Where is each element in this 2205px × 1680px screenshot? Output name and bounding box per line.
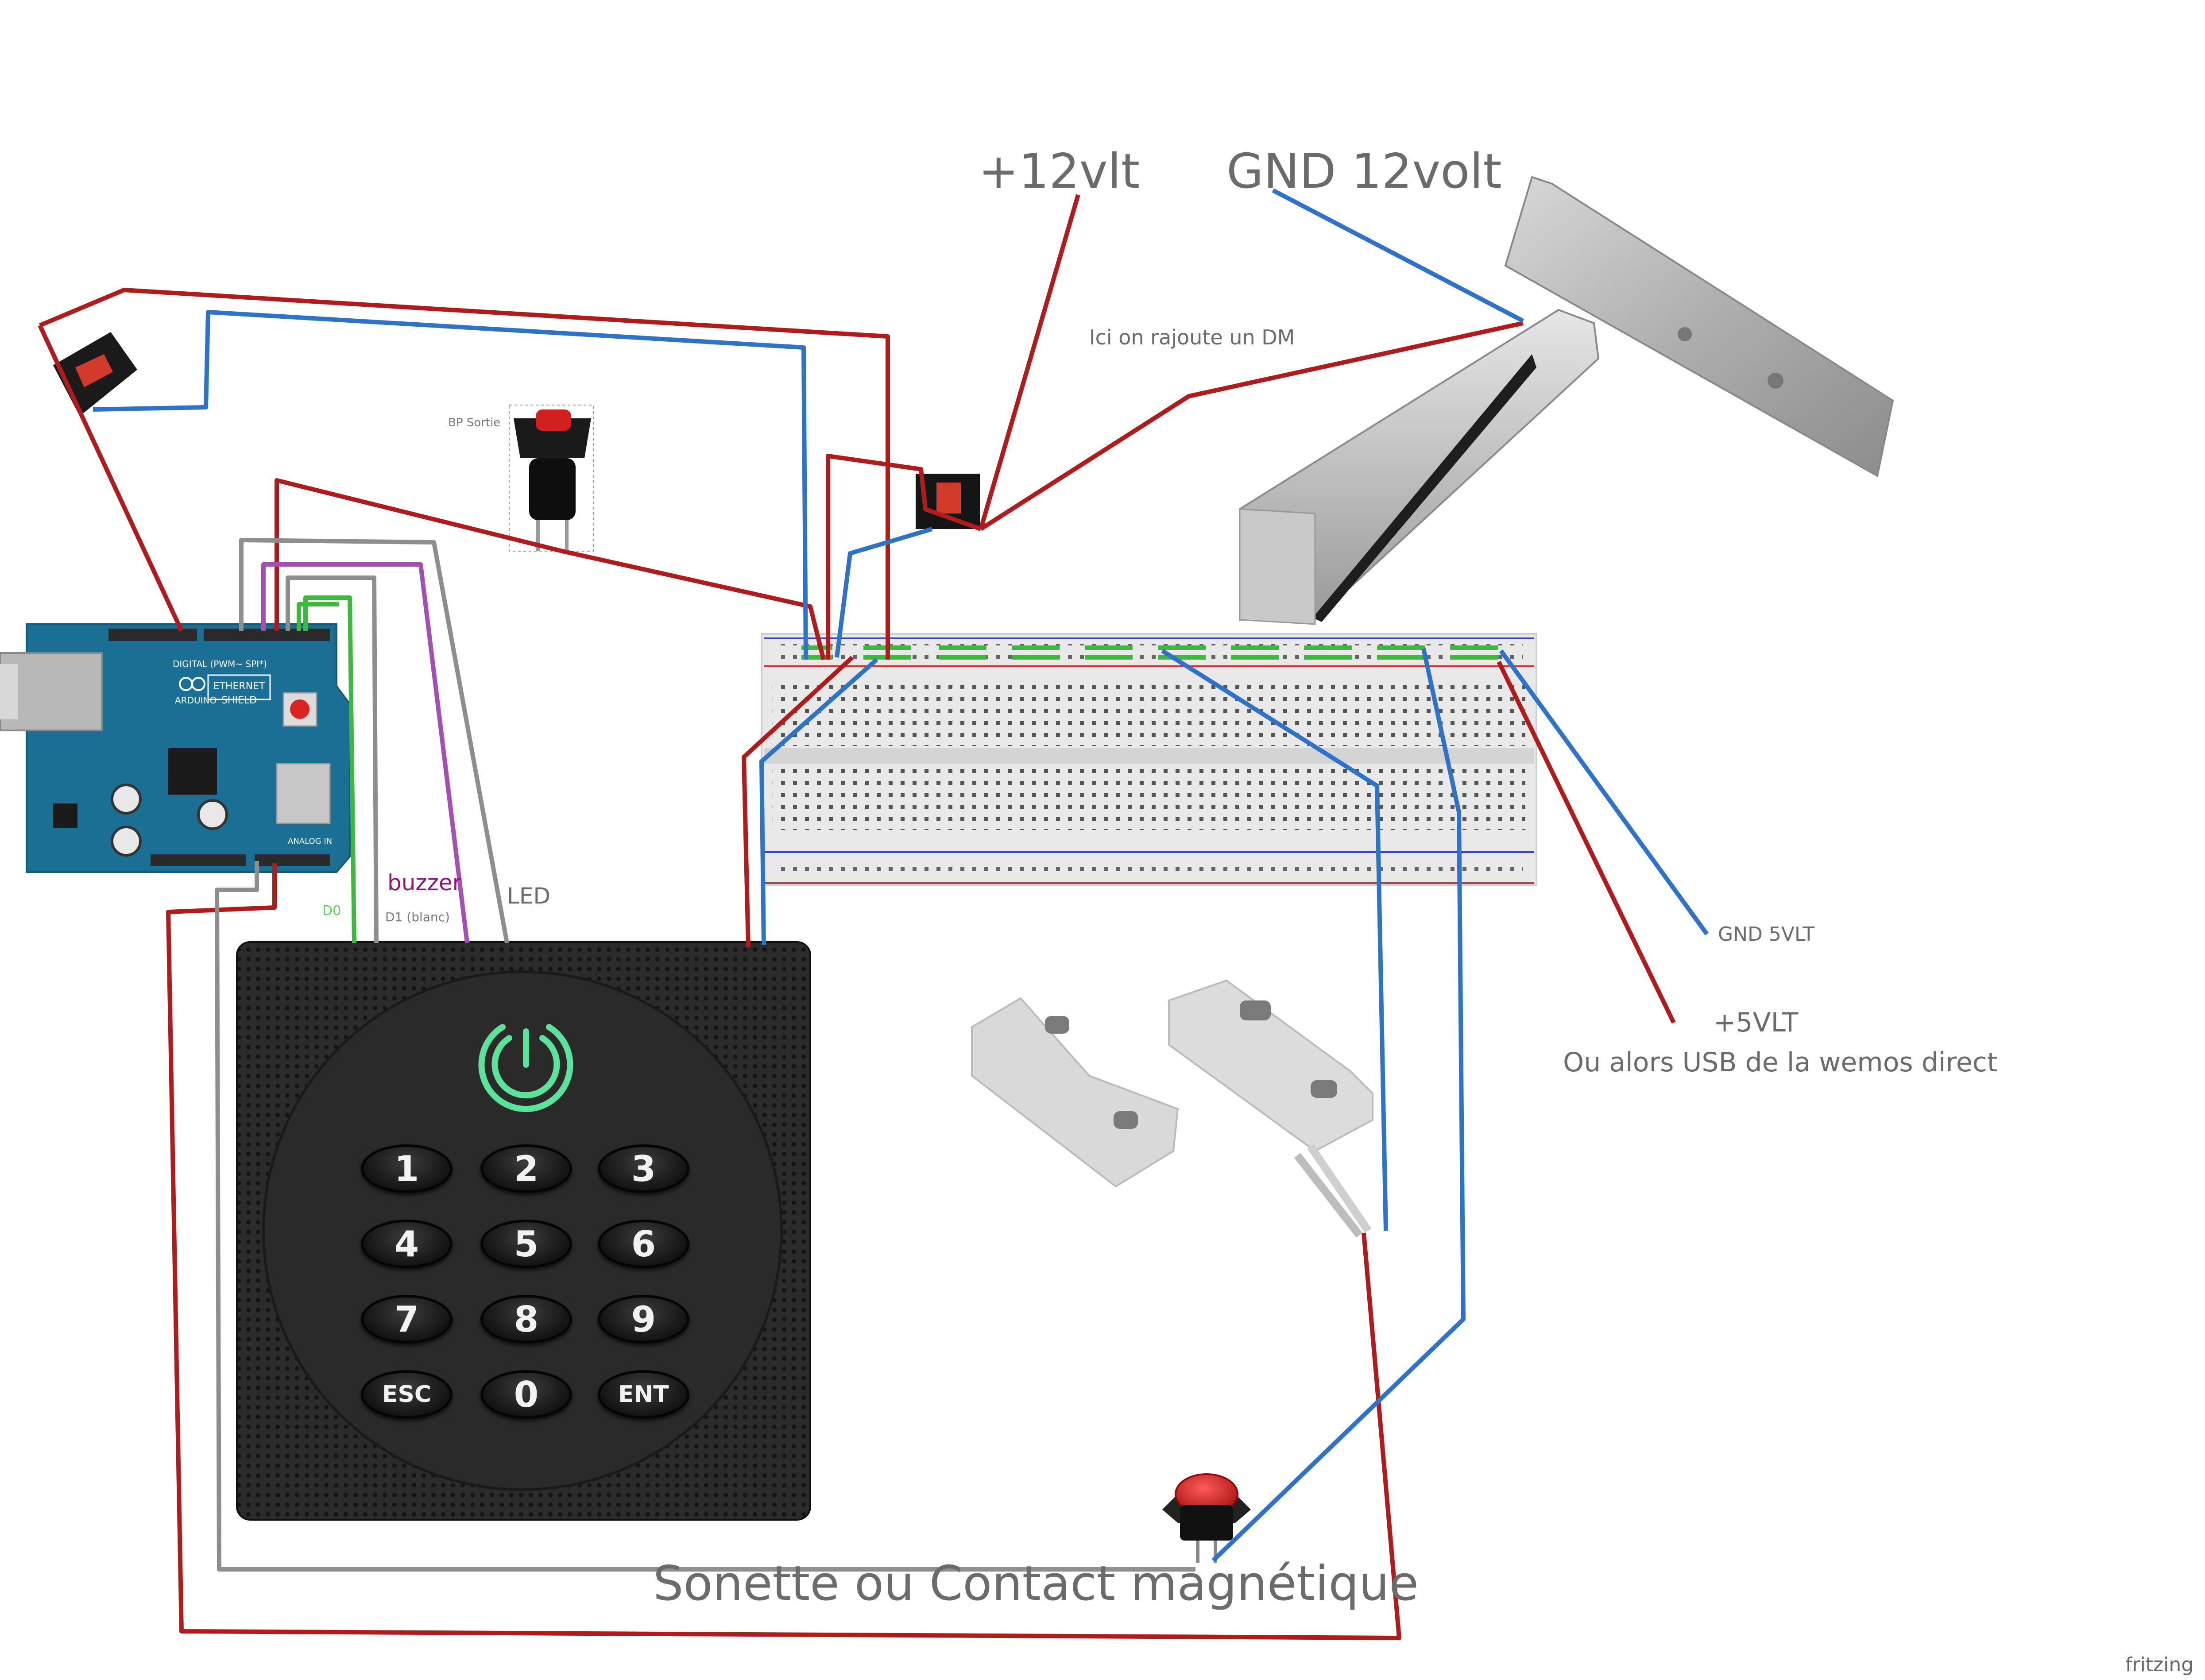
label-d1: D1 (blanc) (385, 910, 450, 924)
arduino-ethernet-shield (0, 623, 351, 873)
arduino-brand-label: ARDUINO (175, 695, 217, 706)
keypad-key-0[interactable]: 0 (480, 1370, 572, 1419)
keypad-key-3[interactable]: 3 (598, 1144, 689, 1193)
label-d0: D0 (322, 903, 341, 919)
keypad-key-9[interactable]: 9 (598, 1295, 689, 1344)
keypad-key-6[interactable]: 6 (598, 1220, 689, 1268)
reed-switch-magnet (971, 997, 1179, 1188)
arduino-shield-label: ETHERNET SHIELD (213, 681, 265, 706)
bp-sortie-button (509, 405, 594, 552)
keypad-key-5[interactable]: 5 (480, 1220, 572, 1268)
keypad-key-8[interactable]: 8 (480, 1295, 572, 1344)
reed-switch-sensor (1168, 979, 1373, 1238)
keypad-key-ent[interactable]: ENT (598, 1370, 689, 1419)
label-usb-note: Ou alors USB de la wemos direct (1563, 1047, 1998, 1078)
label-plus-12v: +12vlt (979, 144, 1140, 199)
doorbell-button (1162, 1473, 1251, 1563)
magnetic-lock (1239, 176, 1894, 625)
fritzing-watermark: fritzing (2125, 1653, 2194, 1676)
keypad-key-4[interactable]: 4 (361, 1220, 453, 1268)
relay-left (53, 332, 137, 416)
arduino-logo (179, 677, 205, 691)
label-gnd-5v: GND 5VLT (1718, 923, 1815, 946)
keypad-key-7[interactable]: 7 (361, 1295, 453, 1344)
label-gnd-12v: GND 12volt (1226, 144, 1502, 199)
arduino-digital-label: DIGITAL (PWM~ SPI*) (173, 659, 267, 669)
arduino-analog-label: ANALOG IN (288, 837, 333, 846)
nfc-icon (478, 1024, 573, 1112)
keypad-key-2[interactable]: 2 (480, 1144, 572, 1193)
label-sonette: Sonette ou Contact magnétique (653, 1556, 1419, 1611)
breadboard (761, 633, 1537, 886)
label-plus-5v: +5VLT (1714, 1007, 1799, 1038)
label-bp-sortie: BP Sortie (448, 416, 501, 429)
label-dm-note: Ici on rajoute un DM (1089, 325, 1295, 349)
keypad-key-1[interactable]: 1 (361, 1144, 453, 1193)
label-led: LED (507, 883, 550, 909)
keypad-key-esc[interactable]: ESC (361, 1370, 453, 1419)
label-buzzer: buzzer (387, 870, 462, 896)
wires (38, 188, 1709, 1640)
